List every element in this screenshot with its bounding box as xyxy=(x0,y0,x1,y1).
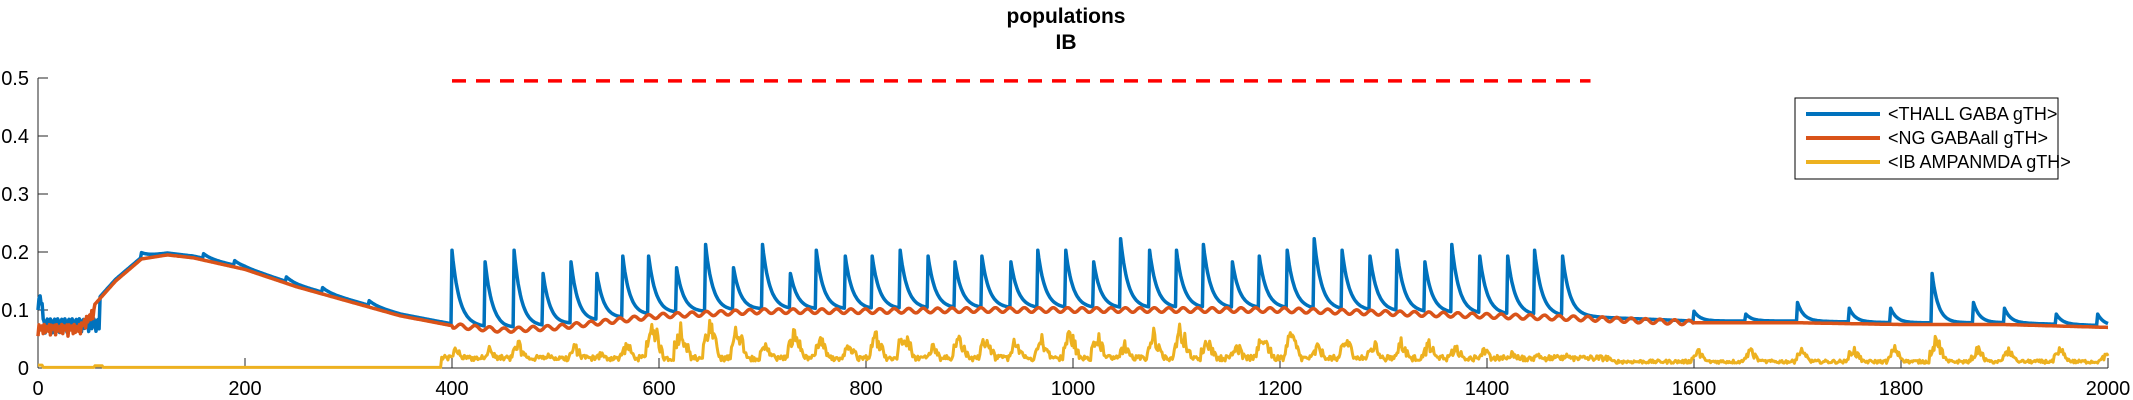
x-tick-label: 1600 xyxy=(1672,378,1717,400)
plot-axes: 0 200 400 600 800 1000 1200 1400 1600 1800 2000 0 0.… xyxy=(1,68,2130,400)
plot-series xyxy=(36,236,2110,369)
x-tick-label: 1200 xyxy=(1258,378,1303,400)
legend-label-ib: <IB AMPANMDA gTH> xyxy=(1888,152,2071,172)
x-tick-label: 1800 xyxy=(1879,378,1924,400)
series-line-ng xyxy=(36,253,2109,338)
y-tick-label: 0.2 xyxy=(1,242,29,264)
x-tick-label: 200 xyxy=(228,378,261,400)
legend: <THALL GABA gTH> <NG GABAall gTH> <IB AM… xyxy=(1794,97,2071,180)
x-tick-label: 1400 xyxy=(1465,378,1510,400)
x-tick-label: 0 xyxy=(32,378,43,400)
x-tick-label: 800 xyxy=(849,378,882,400)
x-tick-label: 2000 xyxy=(2086,378,2131,400)
chart-title-line-2: IB xyxy=(1056,31,1077,54)
y-tick-label: 0.5 xyxy=(1,68,29,90)
x-tick-label: 600 xyxy=(642,378,675,400)
y-tick-label: 0.1 xyxy=(1,300,29,322)
y-tick-label: 0.3 xyxy=(1,184,29,206)
legend-label-thall: <THALL GABA gTH> xyxy=(1888,104,2057,124)
x-tick-label: 400 xyxy=(435,378,468,400)
y-tick-label: 0.4 xyxy=(1,126,29,148)
series-line-ib xyxy=(37,318,2110,369)
series-line-thall xyxy=(36,236,2109,335)
legend-label-ng: <NG GABAall gTH> xyxy=(1888,128,2048,148)
x-tick-label: 1000 xyxy=(1051,378,1096,400)
chart-title-line-1: populations xyxy=(1007,5,1126,28)
y-tick-label: 0 xyxy=(18,358,29,380)
